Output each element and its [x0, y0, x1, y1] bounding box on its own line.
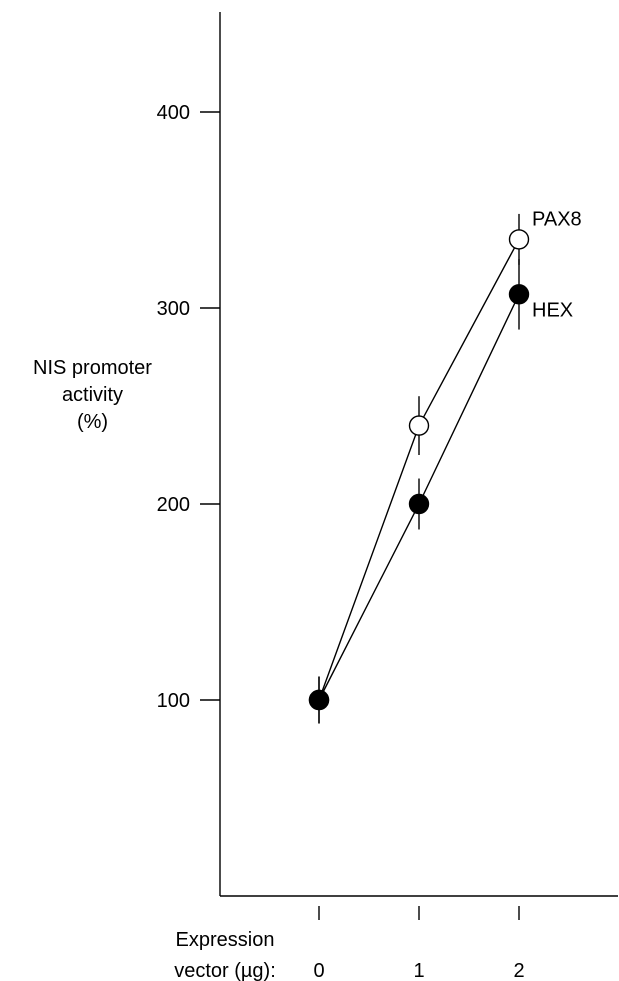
x-axis-label-line-1: Expression [176, 929, 275, 951]
y-axis-label-line-1: NIS promoter [33, 357, 152, 379]
x-tick-label-2: 2 [513, 960, 524, 981]
hex-point-0 [308, 689, 330, 711]
series-labels: PAX8 HEX [532, 208, 582, 321]
axes [219, 12, 618, 897]
y-axis-label-line-2: activity [61, 384, 124, 406]
series-layer [308, 213, 530, 724]
hex-series-label: HEX [532, 299, 573, 321]
pax8-point-1 [408, 415, 430, 436]
x-tick-label-0: 0 [313, 960, 324, 981]
y-tick-label-400: 400 [157, 102, 190, 124]
pax8-series-label: PAX8 [532, 208, 582, 230]
x-axis-label: Expression vector (µg): [174, 929, 276, 981]
series-markers [308, 229, 530, 711]
y-tick-label-100: 100 [157, 690, 190, 712]
series-lines [318, 239, 520, 701]
y-axis-label-line-3: (%) [76, 411, 109, 433]
x-tick-label-1: 1 [413, 960, 424, 981]
hex-point-2 [508, 284, 530, 305]
x-axis-label-line-2: vector (µg): [174, 960, 276, 981]
pax8-line [318, 239, 520, 701]
x-ticks: 0 1 2 [313, 906, 525, 981]
y-tick-label-200: 200 [157, 494, 190, 516]
y-ticks: 100 200 300 400 [157, 102, 220, 712]
y-tick-label-300: 300 [157, 298, 190, 320]
hex-point-1 [408, 493, 430, 515]
y-axis-label: NIS promoter activity (%) [10, 355, 175, 436]
pax8-point-2 [508, 229, 530, 250]
error-bars [318, 213, 520, 724]
